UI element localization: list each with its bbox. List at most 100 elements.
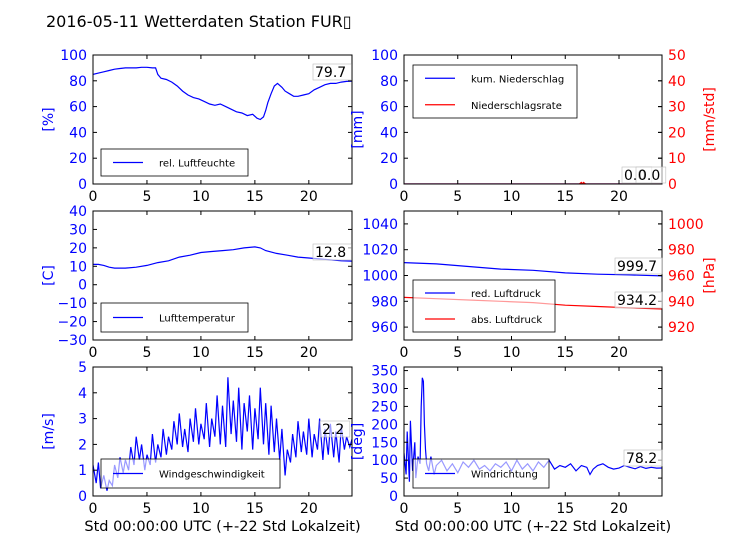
value-box <box>635 166 667 184</box>
current-value: 934.2 <box>617 293 657 309</box>
y-tick-label: 1020 <box>362 243 398 259</box>
legend: Windrichtung <box>412 458 550 489</box>
y-tick-label: 0 <box>389 177 398 193</box>
x-tick-label: 5 <box>453 189 462 205</box>
legend: Windgeschwindigkeit <box>100 458 281 489</box>
y-axis-label: [mm] <box>350 110 366 148</box>
y-tick-label: 80 <box>380 74 398 90</box>
y-tick-label: 960 <box>371 320 398 336</box>
chart-p2: 0 20 40 60 80 100 0 10 20 30 40 50 0 5 10 15 20 [mm] [mm/s… <box>350 48 718 205</box>
x-tick-label: 10 <box>192 501 210 517</box>
x-tick-label: 20 <box>610 501 628 517</box>
x-tick-label: 15 <box>556 189 574 205</box>
plot-frame <box>403 366 663 497</box>
y2-tick-label: 940 <box>668 294 695 310</box>
legend-box <box>412 64 578 119</box>
y2-tick-label: 980 <box>668 243 695 259</box>
y-axis-label: [m/s] <box>41 413 57 450</box>
y2-tick-label: 960 <box>668 269 695 285</box>
y-tick-label: 40 <box>69 204 87 220</box>
legend-label: Lufttemperatur <box>159 314 236 325</box>
value-box <box>319 420 351 438</box>
current-value: 2.2 <box>322 422 344 438</box>
y-tick-label: 350 <box>371 364 398 380</box>
y-tick-label: 100 <box>371 453 398 469</box>
x-tick-label: 0 <box>89 501 98 517</box>
y-tick-label: 0 <box>78 177 87 193</box>
x-tick-label: 15 <box>246 189 264 205</box>
y-tick-label: 40 <box>380 125 398 141</box>
y-axis-label: [C] <box>41 265 57 286</box>
chart-p5: 0 1 2 3 4 5 0 5 10 15 20 [m/s] Std 00:00:00 UTC (+-2… <box>41 360 361 535</box>
legend: Lufttemperatur <box>100 302 249 333</box>
value-box <box>614 257 663 275</box>
series-line-1 <box>93 377 352 491</box>
plot-frame <box>92 54 353 185</box>
x-tick-label: 10 <box>192 189 210 205</box>
y-tick-label: 100 <box>371 48 398 64</box>
x-tick-label: 20 <box>300 345 318 361</box>
value-box <box>312 63 352 81</box>
x-tick-label: 0 <box>400 345 409 361</box>
value-box <box>614 291 663 309</box>
x-axis-label: Std 00:00:00 UTC (+-22 Std Lokalzeit) <box>395 519 671 535</box>
y2-tick-label: 1000 <box>668 217 704 233</box>
current-value: 12.8 <box>315 245 346 261</box>
y-tick-label: 20 <box>69 151 87 167</box>
y-tick-label: 20 <box>380 151 398 167</box>
x-tick-label: 20 <box>610 345 628 361</box>
legend: kum. Niederschlag Niederschlagsrate <box>412 64 578 119</box>
y-tick-label: 200 <box>371 417 398 433</box>
x-tick-label: 0 <box>400 189 409 205</box>
y2-tick-label: 50 <box>668 48 686 64</box>
x-tick-label: 0 <box>400 501 409 517</box>
y2-tick-label: 10 <box>668 151 686 167</box>
y-tick-label: −20 <box>57 315 87 331</box>
legend-label: Niederschlagsrate <box>471 101 562 112</box>
y-tick-label: 80 <box>69 74 87 90</box>
chart-p1: 0 20 40 60 80 100 0 5 10 15 20 [%] rel. Luftfeuchte 7… <box>41 48 353 205</box>
current-value: 0.0 <box>638 168 660 184</box>
y-tick-label: 20 <box>69 241 87 257</box>
x-tick-label: 20 <box>610 189 628 205</box>
y-tick-label: 60 <box>69 100 87 116</box>
x-tick-label: 0 <box>89 345 98 361</box>
x-tick-label: 10 <box>503 501 521 517</box>
y-tick-label: 10 <box>69 259 87 275</box>
series-line-1 <box>93 246 352 269</box>
legend-label: Windgeschwindigkeit <box>159 470 265 481</box>
y-tick-label: 4 <box>78 386 87 402</box>
y-tick-label: 100 <box>60 48 87 64</box>
y-tick-label: 1 <box>78 463 87 479</box>
x-tick-label: 20 <box>300 501 318 517</box>
y-tick-label: 2 <box>78 437 87 453</box>
y-tick-label: 1040 <box>362 217 398 233</box>
y2-axis-label: [hPa] <box>702 257 718 293</box>
y-tick-label: 0 <box>78 489 87 505</box>
x-tick-label: 15 <box>556 501 574 517</box>
x-tick-label: 5 <box>142 189 151 205</box>
legend-label: red. Luftdruck <box>471 289 541 300</box>
current-value: 78.2 <box>626 451 657 467</box>
legend-label: kum. Niederschlag <box>471 74 564 85</box>
legend: red. Luftdruck abs. Luftdruck <box>412 279 556 333</box>
x-tick-label: 5 <box>453 345 462 361</box>
y-tick-label: 150 <box>371 435 398 451</box>
legend-label: Windrichtung <box>471 470 538 481</box>
x-tick-label: 10 <box>192 345 210 361</box>
series-line-1 <box>404 262 662 277</box>
y2-tick-label: 30 <box>668 100 686 116</box>
legend: rel. Luftfeuchte <box>100 148 249 177</box>
legend-box <box>412 279 556 333</box>
x-tick-label: 15 <box>556 345 574 361</box>
y2-tick-label: 920 <box>668 320 695 336</box>
y-tick-label: 0 <box>78 278 87 294</box>
y2-tick-label: 0 <box>668 177 677 193</box>
y-tick-label: −30 <box>57 333 87 349</box>
plot-frame <box>92 366 353 497</box>
y-tick-label: 980 <box>371 294 398 310</box>
value-box <box>312 243 352 261</box>
